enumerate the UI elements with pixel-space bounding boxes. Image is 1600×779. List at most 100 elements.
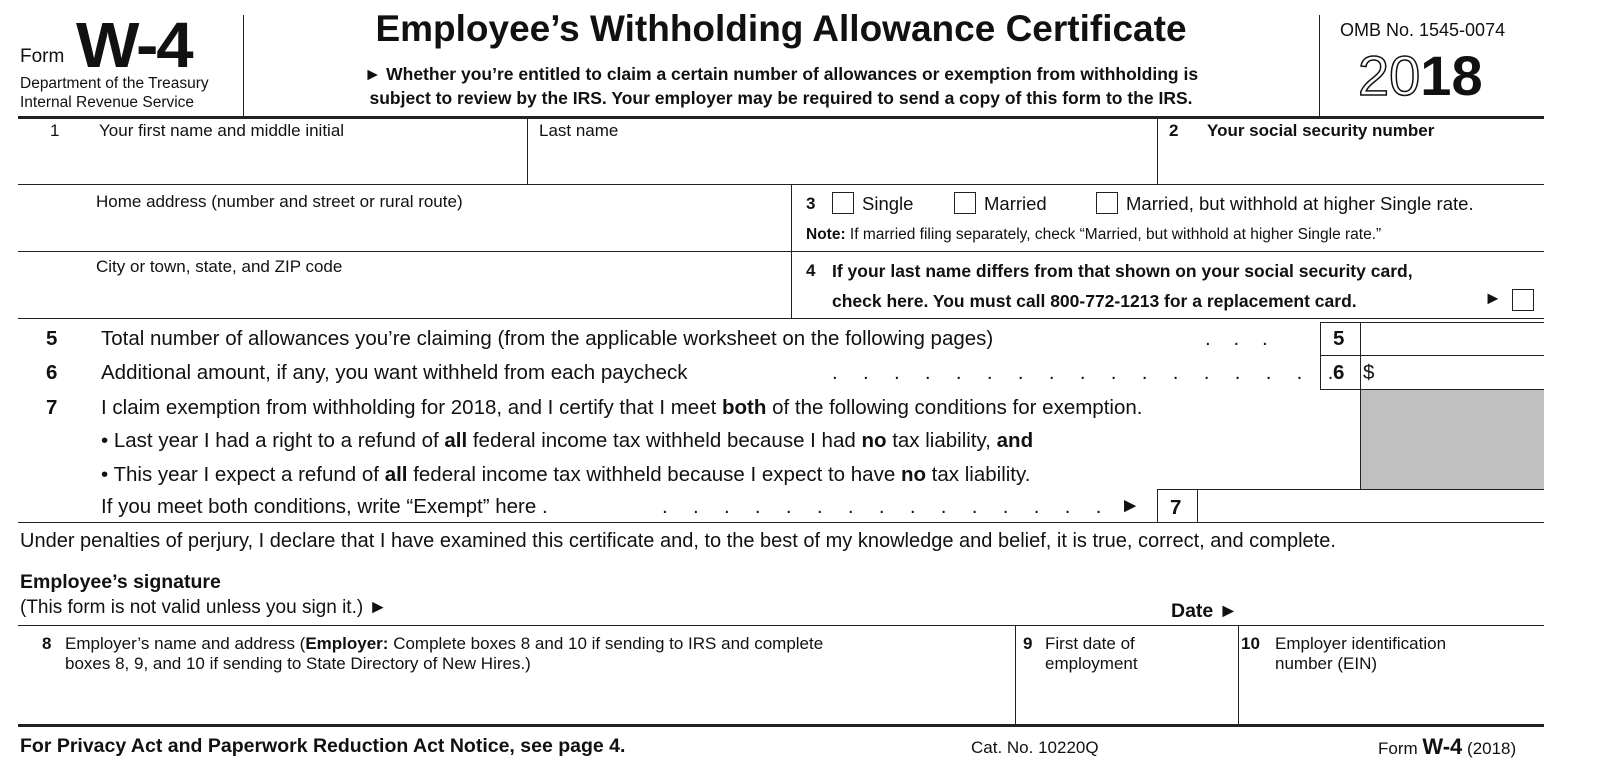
field-10-number: 10: [1241, 634, 1260, 653]
condition-this-year: • This year I expect a refund of all fed…: [101, 463, 1031, 486]
married-higher-label: Married, but withhold at higher Single r…: [1126, 193, 1474, 214]
dept-line2: Internal Revenue Service: [20, 94, 195, 111]
married-higher-checkbox[interactable]: [1096, 192, 1118, 214]
employer-label-line2: boxes 8, 9, and 10 if sending to State D…: [65, 654, 531, 673]
divider: [18, 522, 1544, 523]
ein-label-line1: Employer identification: [1275, 634, 1447, 653]
filing-status-married-higher[interactable]: Married, but withhold at higher Single r…: [1096, 192, 1474, 215]
married-checkbox[interactable]: [954, 192, 976, 214]
first-name-label: Your first name and middle initial: [99, 121, 345, 140]
omb-number: OMB No. 1545-0074: [1340, 20, 1506, 40]
divider: [1157, 489, 1158, 522]
ein-label-line2: number (EIN): [1275, 654, 1378, 673]
dollar-sign: $: [1363, 361, 1375, 384]
field-1-number: 1: [50, 121, 60, 140]
line-6-box-number: 6: [1333, 361, 1345, 384]
divider: [1157, 489, 1544, 490]
arrow-icon: ►: [1120, 494, 1141, 517]
note-bold: Note:: [806, 226, 846, 243]
signature-label: Employee’s signature: [20, 571, 221, 593]
field-4-line1: If your last name differs from that show…: [832, 261, 1413, 281]
line-7-text: I claim exemption from withholding for 2…: [101, 396, 1143, 419]
line-6-number: 6: [46, 361, 58, 384]
tax-year-outline: 20: [1357, 43, 1421, 108]
single-label: Single: [862, 193, 914, 214]
last-name-input[interactable]: [535, 142, 1150, 180]
ssn-label: Your social security number: [1207, 121, 1435, 140]
line-5-dots: . . .: [1205, 327, 1268, 350]
divider: [18, 318, 1544, 319]
field-8-number: 8: [42, 634, 52, 653]
city-input[interactable]: [90, 278, 785, 314]
date-label: Date ►: [1171, 600, 1238, 622]
divider: [18, 116, 1544, 119]
employer-name-input[interactable]: [22, 678, 1010, 722]
tax-year-bold: 18: [1420, 44, 1483, 107]
line-7-dots: . . . . . . . . . . . . . . .: [662, 495, 1102, 518]
divider: [1197, 489, 1198, 522]
divider: [18, 184, 1544, 185]
divider: [1320, 389, 1544, 390]
subtitle-line1: ► Whether you’re entitled to claim a cer…: [363, 64, 1199, 84]
last-name-label: Last name: [539, 121, 619, 140]
footer-form-id: Form W-4 (2018): [1378, 734, 1517, 759]
privacy-notice: For Privacy Act and Paperwork Reduction …: [20, 735, 626, 757]
line-5-box-number: 5: [1333, 327, 1345, 350]
field-2-number: 2: [1169, 121, 1179, 140]
perjury-statement: Under penalties of perjury, I declare th…: [20, 530, 1336, 552]
ssn-input[interactable]: [1165, 142, 1540, 180]
line-5-text: Total number of allowances you’re claimi…: [101, 327, 994, 350]
home-address-label: Home address (number and street or rural…: [96, 192, 463, 211]
line-7-box-number: 7: [1170, 496, 1182, 519]
field-3-number: 3: [806, 194, 816, 213]
divider: [18, 724, 1544, 727]
divider: [1320, 322, 1544, 323]
condition-last-year: • Last year I had a right to a refund of…: [101, 429, 1034, 452]
divider: [243, 15, 244, 117]
dept-line1: Department of the Treasury: [20, 75, 209, 92]
divider: [1360, 389, 1361, 489]
exempt-input[interactable]: [1199, 491, 1542, 521]
note-text: If married filing separately, check “Mar…: [849, 226, 1382, 243]
divider: [1319, 15, 1320, 117]
filing-status-single[interactable]: Single: [832, 192, 913, 215]
divider: [18, 251, 1544, 252]
field-4-number: 4: [806, 261, 816, 280]
tax-year: 2018: [1357, 43, 1483, 108]
page-title: Employee’s Withholding Allowance Certifi…: [375, 8, 1187, 49]
form-label: Form: [20, 46, 65, 67]
line-6-text: Additional amount, if any, you want with…: [101, 361, 688, 384]
divider: [527, 117, 528, 184]
catalog-number: Cat. No. 10220Q: [971, 738, 1099, 757]
employer-label-line1: Employer’s name and address (Employer: C…: [65, 634, 824, 653]
divider: [1320, 355, 1544, 356]
first-name-input[interactable]: [90, 142, 520, 180]
home-address-input[interactable]: [90, 212, 785, 248]
filing-note: Note: If married filing separately, chec…: [806, 226, 1381, 244]
divider: [1238, 625, 1239, 725]
line-5-number: 5: [46, 327, 58, 350]
ein-input[interactable]: [1243, 678, 1542, 722]
filing-status-married[interactable]: Married: [954, 192, 1047, 215]
line-6-dots: . . . . . . . . . . . . . . . . .: [832, 361, 1334, 384]
city-label: City or town, state, and ZIP code: [96, 257, 343, 276]
signature-input[interactable]: [460, 590, 1150, 623]
arrow-icon: ►: [1484, 288, 1502, 308]
allowances-input[interactable]: [1362, 324, 1542, 354]
field-4-line2: check here. You must call 800-772-1213 f…: [832, 291, 1357, 311]
subtitle-line2: subject to review by the IRS. Your emplo…: [369, 88, 1193, 108]
married-label: Married: [984, 193, 1047, 214]
signature-note: (This form is not valid unless you sign …: [20, 597, 388, 618]
exempt-instruction: If you meet both conditions, write “Exem…: [101, 495, 548, 518]
first-date-input[interactable]: [1020, 678, 1234, 722]
form-name: W-4: [76, 9, 194, 81]
name-differs-checkbox[interactable]: [1512, 289, 1534, 311]
divider: [18, 625, 1544, 626]
first-date-label-line2: employment: [1045, 654, 1138, 673]
line-7-number: 7: [46, 396, 58, 419]
date-input[interactable]: [1250, 590, 1540, 623]
divider: [1015, 625, 1016, 725]
additional-amount-input[interactable]: [1378, 357, 1542, 387]
single-checkbox[interactable]: [832, 192, 854, 214]
divider: [1157, 117, 1158, 184]
